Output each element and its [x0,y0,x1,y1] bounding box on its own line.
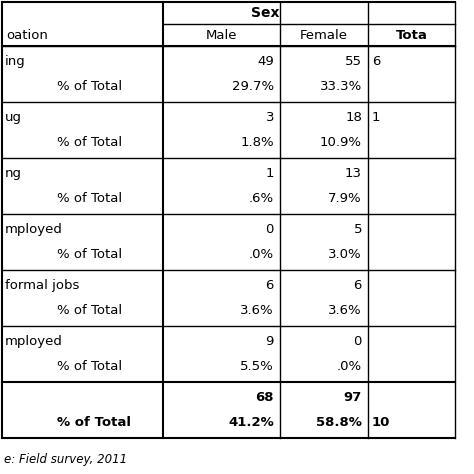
Text: 13: 13 [345,167,362,180]
Text: 3.6%: 3.6% [240,304,274,317]
Text: .6%: .6% [249,192,274,205]
Text: 33.3%: 33.3% [320,80,362,93]
Text: 55: 55 [345,55,362,68]
Text: 0: 0 [265,223,274,236]
Text: 3.6%: 3.6% [328,304,362,317]
Text: 1: 1 [372,110,381,124]
Text: mployed: mployed [5,335,63,347]
Text: 58.8%: 58.8% [316,416,362,429]
Text: % of Total: % of Total [57,192,122,205]
Text: 5.5%: 5.5% [240,360,274,373]
Text: 3: 3 [265,110,274,124]
Text: 5: 5 [354,223,362,236]
Text: ng: ng [5,167,22,180]
Text: ug: ug [5,110,22,124]
Text: 6: 6 [265,279,274,292]
Text: formal jobs: formal jobs [5,279,79,292]
Text: % of Total: % of Total [57,80,122,93]
Text: % of Total: % of Total [57,248,122,261]
Text: % of Total: % of Total [57,136,122,149]
Text: 0: 0 [354,335,362,347]
Text: 7.9%: 7.9% [328,192,362,205]
Text: 49: 49 [257,55,274,68]
Text: .0%: .0% [249,248,274,261]
Text: 68: 68 [255,391,274,404]
Text: % of Total: % of Total [57,416,131,429]
Text: 1: 1 [265,167,274,180]
Text: mployed: mployed [5,223,63,236]
Text: e: Field survey, 2011: e: Field survey, 2011 [4,454,127,466]
Text: 6: 6 [372,55,380,68]
Text: 29.7%: 29.7% [232,80,274,93]
Text: Tota: Tota [396,28,428,42]
Text: % of Total: % of Total [57,360,122,373]
Text: oation: oation [6,28,48,42]
Text: 10.9%: 10.9% [320,136,362,149]
Text: Female: Female [300,28,348,42]
Text: % of Total: % of Total [57,304,122,317]
Text: Male: Male [206,28,237,42]
Text: 10: 10 [372,416,391,429]
Text: 1.8%: 1.8% [240,136,274,149]
Text: 18: 18 [345,110,362,124]
Text: 97: 97 [344,391,362,404]
Text: 9: 9 [265,335,274,347]
Text: ing: ing [5,55,26,68]
Text: Sex: Sex [251,6,280,20]
Text: 3.0%: 3.0% [328,248,362,261]
Text: 41.2%: 41.2% [228,416,274,429]
Text: 6: 6 [354,279,362,292]
Text: .0%: .0% [337,360,362,373]
